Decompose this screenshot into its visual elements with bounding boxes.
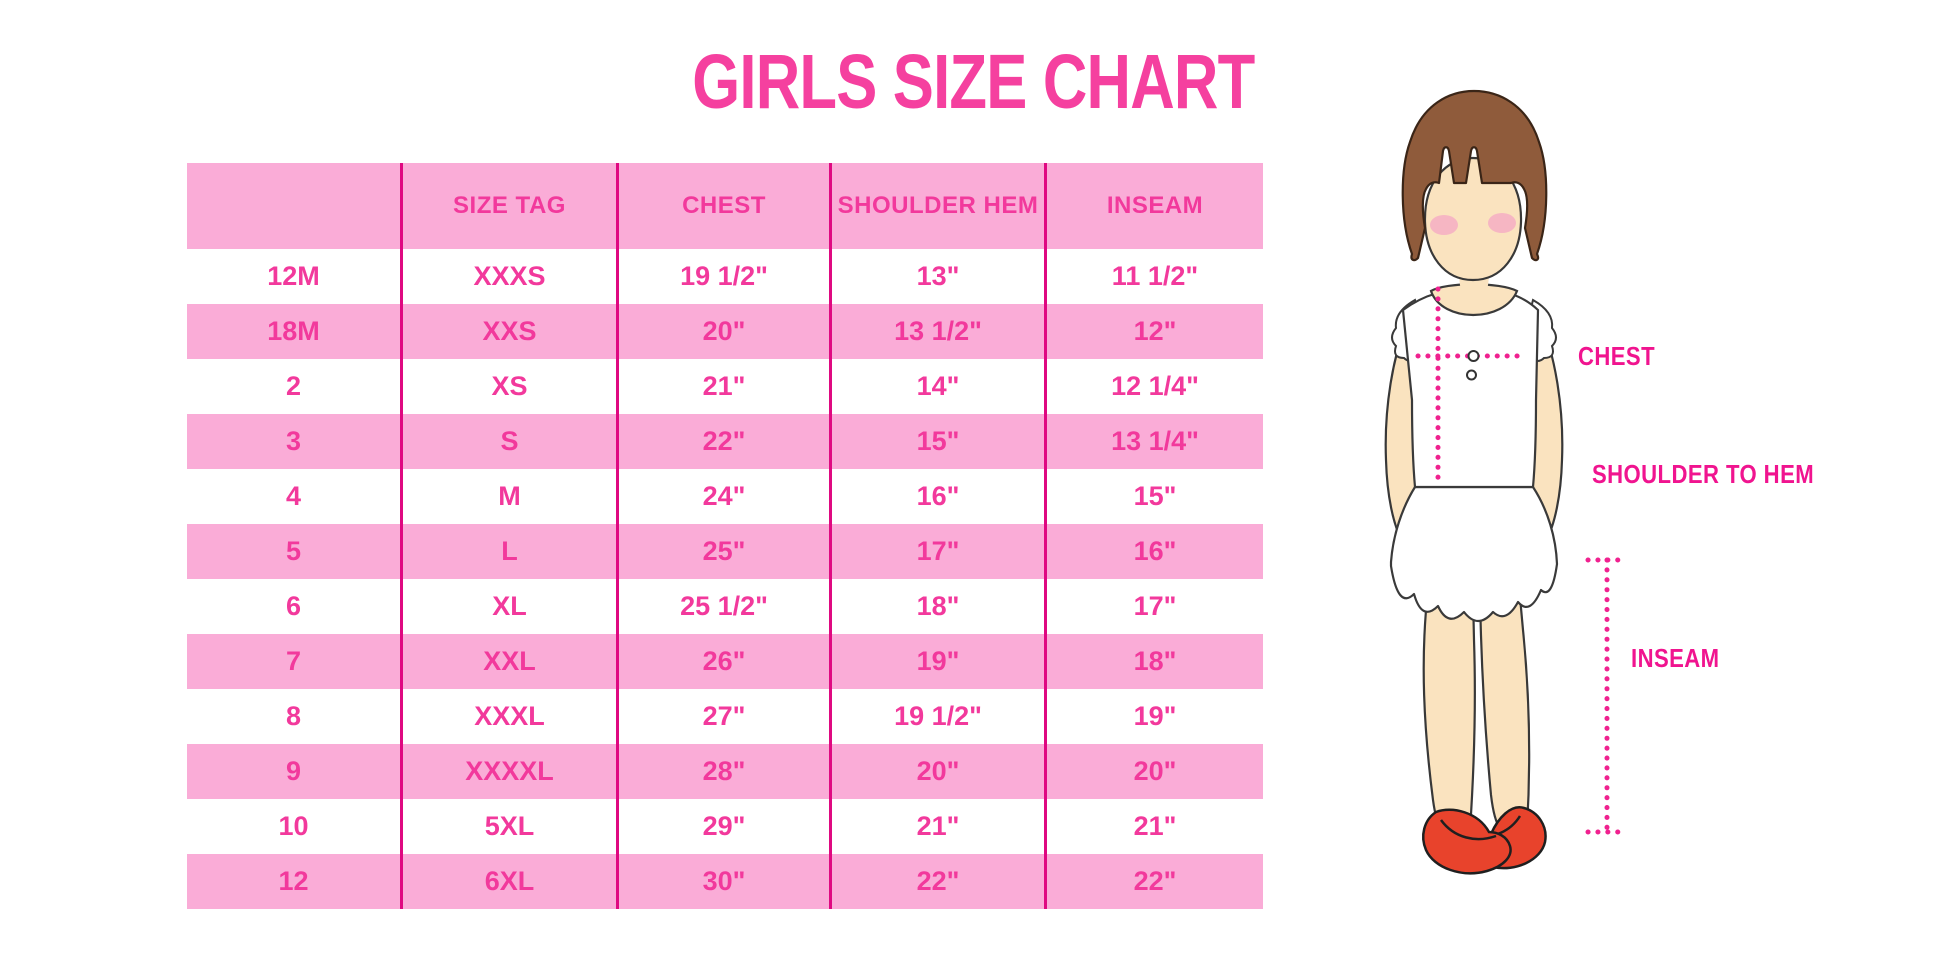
girl-neck-scoop (1429, 283, 1519, 317)
girl-hair (1401, 89, 1548, 262)
table-cell: 18" (1044, 634, 1263, 689)
table-row: 2 XS 21" 14" 12 1/4" (187, 359, 1263, 414)
table-row: 6 XL 25 1/2" 18" 17" (187, 579, 1263, 634)
table-cell: 25" (616, 524, 829, 579)
table-cell: 6XL (400, 854, 616, 909)
table-cell: 18M (267, 316, 320, 346)
header-cell: CHEST (616, 163, 829, 249)
table-cell: 12M (267, 261, 320, 291)
measure-lines (1415, 286, 1621, 835)
header-cell: INSEAM (1044, 163, 1263, 249)
size-table: SIZE TAG CHEST SHOULDER HEM INSEAM 12M XXXS 19… (187, 163, 1263, 909)
table-row: 10 5XL 29" 21" 21" (187, 799, 1263, 854)
table-cell: S (400, 414, 616, 469)
table-cell: 15" (829, 414, 1044, 469)
table-cell: 22" (1044, 854, 1263, 909)
table-header-row: SIZE TAG CHEST SHOULDER HEM INSEAM (187, 163, 1263, 249)
table-cell: 28" (616, 744, 829, 799)
table-row: 7 XXL 26" 19" 18" (187, 634, 1263, 689)
table-cell: 22" (829, 854, 1044, 909)
table-cell: 4 (285, 481, 302, 511)
table-cell: 13" (829, 249, 1044, 304)
table-cell: 3 (285, 426, 302, 456)
table-cell: XXXXL (400, 744, 616, 799)
table-cell: M (400, 469, 616, 524)
table-cell: 29" (616, 799, 829, 854)
table-cell: XXXL (400, 689, 616, 744)
table-cell: 19 1/2" (616, 249, 829, 304)
table-cell: 21" (829, 799, 1044, 854)
table-cell: 26" (616, 634, 829, 689)
shoulder-to-hem-label: SHOULDER TO HEM (1592, 459, 1815, 489)
table-row: 5 L 25" 17" 16" (187, 524, 1263, 579)
table-cell: XXXS (400, 249, 616, 304)
inseam-label: INSEAM (1631, 643, 1720, 673)
page-title: GIRLS SIZE CHART (691, 39, 1255, 125)
table-cell: 14" (829, 359, 1044, 414)
table-cell: 17" (1044, 579, 1263, 634)
table-cell: 21" (616, 359, 829, 414)
table-row: 12 6XL 30" 22" 22" (187, 854, 1263, 909)
table-cell: 19" (829, 634, 1044, 689)
table-cell: 25 1/2" (616, 579, 829, 634)
table-cell: XL (400, 579, 616, 634)
table-cell: 11 1/2" (1044, 249, 1263, 304)
table-cell: 27" (616, 689, 829, 744)
table-cell: 22" (616, 414, 829, 469)
table-row: 12M XXXS 19 1/2" 13" 11 1/2" (187, 249, 1263, 304)
girl-shoes (1422, 806, 1547, 875)
table-cell: 10 (278, 811, 309, 841)
girl-legs (1422, 588, 1531, 832)
table-cell: 6 (285, 591, 302, 621)
table-cell: 21" (1044, 799, 1263, 854)
girl-top-buttons (1466, 350, 1480, 381)
table-cell: 15" (1044, 469, 1263, 524)
table-cell: 20" (829, 744, 1044, 799)
girl-blush (1430, 213, 1516, 235)
table-cell: 5 (285, 536, 302, 566)
table-row: 9 XXXXL 28" 20" 20" (187, 744, 1263, 799)
header-cell: SHOULDER HEM (829, 163, 1044, 249)
page-title-wrap: GIRLS SIZE CHART (0, 38, 1946, 127)
table-cell: 12" (1044, 304, 1263, 359)
table-cell: 12 1/4" (1044, 359, 1263, 414)
header-cell (187, 163, 400, 249)
table-cell: 13 1/2" (829, 304, 1044, 359)
table-cell: 8 (285, 701, 302, 731)
girl-face (1423, 156, 1523, 282)
table-cell: 30" (616, 854, 829, 909)
table-cell: 20" (616, 304, 829, 359)
girl-top (1401, 287, 1540, 489)
table-cell: 13 1/4" (1044, 414, 1263, 469)
table-cell: 12 (278, 866, 309, 896)
table-cell: XS (400, 359, 616, 414)
table-cell: 24" (616, 469, 829, 524)
table-cell: 16" (1044, 524, 1263, 579)
table-cell: 5XL (400, 799, 616, 854)
chest-label: CHEST (1578, 341, 1656, 371)
table-cell: 20" (1044, 744, 1263, 799)
table-row: 18M XXS 20" 13 1/2" 12" (187, 304, 1263, 359)
table-cell: 17" (829, 524, 1044, 579)
table-cell: 19" (1044, 689, 1263, 744)
girl-illustration (1384, 89, 1621, 875)
girl-skirt (1389, 485, 1559, 623)
header-cell: SIZE TAG (400, 163, 616, 249)
table-cell: L (400, 524, 616, 579)
table-cell: 2 (285, 371, 302, 401)
table-cell: XXS (400, 304, 616, 359)
table-row: 8 XXXL 27" 19 1/2" 19" (187, 689, 1263, 744)
table-cell: 9 (285, 756, 302, 786)
table-cell: XXL (400, 634, 616, 689)
table-cell: 18" (829, 579, 1044, 634)
table-cell: 7 (285, 646, 302, 676)
table-cell: 19 1/2" (829, 689, 1044, 744)
table-cell: 16" (829, 469, 1044, 524)
table-row: 3 S 22" 15" 13 1/4" (187, 414, 1263, 469)
table-row: 4 M 24" 16" 15" (187, 469, 1263, 524)
